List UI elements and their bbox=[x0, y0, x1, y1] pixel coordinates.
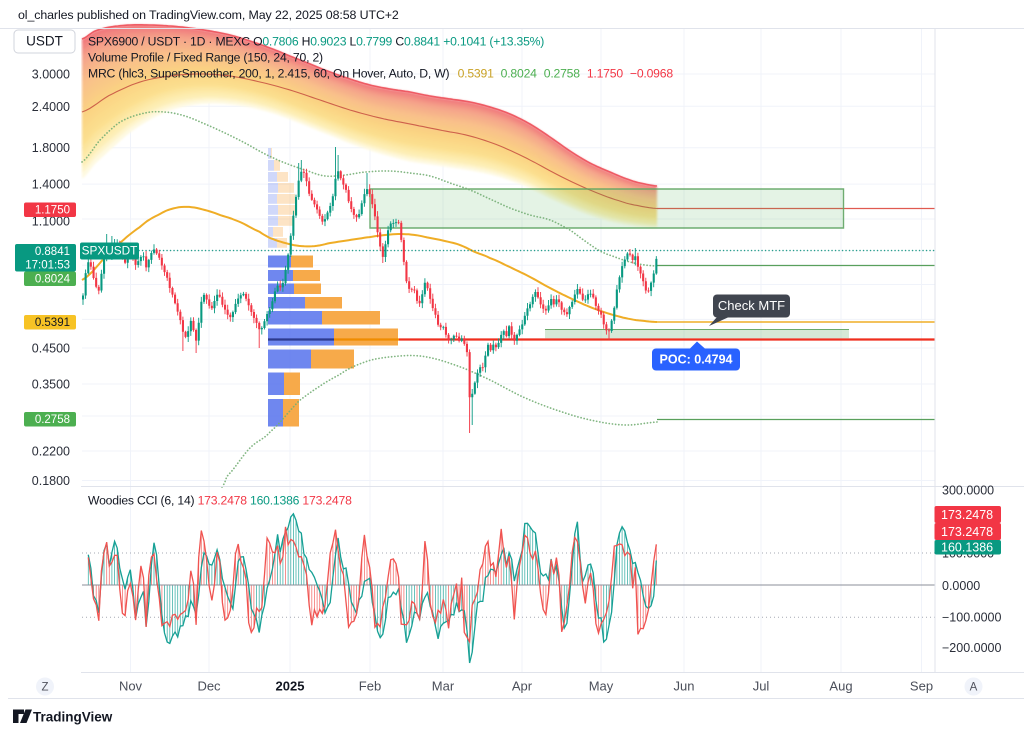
svg-text:Nov: Nov bbox=[119, 679, 143, 694]
svg-text:TradingView: TradingView bbox=[33, 710, 113, 725]
svg-text:SPX6900 / USDT · 1D · MEXC O0.: SPX6900 / USDT · 1D · MEXC O0.7806 H0.90… bbox=[88, 35, 544, 49]
svg-text:0.8841: 0.8841 bbox=[35, 246, 70, 258]
svg-text:Z: Z bbox=[41, 682, 48, 694]
svg-text:0.5391: 0.5391 bbox=[35, 317, 70, 329]
svg-text:0.8024: 0.8024 bbox=[35, 274, 71, 286]
svg-text:0.3500: 0.3500 bbox=[32, 378, 70, 392]
svg-text:1.8000: 1.8000 bbox=[32, 141, 70, 155]
svg-text:−200.0000: −200.0000 bbox=[942, 641, 1001, 655]
svg-text:17:01:53: 17:01:53 bbox=[25, 260, 70, 272]
svg-text:300.0000: 300.0000 bbox=[942, 484, 994, 498]
svg-text:173.2478: 173.2478 bbox=[941, 525, 993, 539]
svg-text:SPXUSDT: SPXUSDT bbox=[82, 244, 138, 258]
svg-text:Volume Profile / Fixed Range (: Volume Profile / Fixed Range (150, 24, 7… bbox=[88, 51, 323, 65]
svg-text:A: A bbox=[970, 682, 978, 694]
svg-text:POC: 0.4794: POC: 0.4794 bbox=[660, 353, 733, 367]
svg-text:Dec: Dec bbox=[197, 679, 221, 694]
svg-text:3.0000: 3.0000 bbox=[32, 68, 70, 82]
svg-text:ol_charles published on Tradin: ol_charles published on TradingView.com,… bbox=[18, 8, 399, 22]
svg-text:0.0000: 0.0000 bbox=[942, 579, 980, 593]
svg-text:Feb: Feb bbox=[359, 679, 381, 694]
svg-text:0.1800: 0.1800 bbox=[32, 474, 70, 488]
svg-text:Check MTF: Check MTF bbox=[718, 298, 785, 313]
svg-text:−100.0000: −100.0000 bbox=[942, 611, 1001, 625]
svg-text:Aug: Aug bbox=[829, 679, 852, 694]
svg-text:0.4500: 0.4500 bbox=[32, 342, 70, 356]
svg-text:2.4000: 2.4000 bbox=[32, 100, 70, 114]
svg-text:Sep: Sep bbox=[910, 679, 933, 694]
svg-text:1.1000: 1.1000 bbox=[32, 215, 70, 229]
svg-text:160.1386: 160.1386 bbox=[941, 541, 993, 555]
svg-text:USDT: USDT bbox=[26, 34, 63, 49]
svg-text:173.2478: 173.2478 bbox=[941, 508, 993, 522]
svg-text:Apr: Apr bbox=[512, 679, 533, 694]
svg-text:Mar: Mar bbox=[432, 679, 455, 694]
svg-text:2025: 2025 bbox=[276, 679, 305, 694]
svg-text:Woodies CCI (6, 14) 173.2478 1: Woodies CCI (6, 14) 173.2478 160.1386 17… bbox=[88, 494, 352, 508]
svg-text:0.2200: 0.2200 bbox=[32, 445, 70, 459]
svg-text:Jul: Jul bbox=[753, 679, 770, 694]
svg-text:1.1750: 1.1750 bbox=[35, 205, 70, 217]
svg-text:1.4000: 1.4000 bbox=[32, 178, 70, 192]
svg-text:Jun: Jun bbox=[674, 679, 695, 694]
svg-text:MRC (hlc3, SuperSmoother, 200,: MRC (hlc3, SuperSmoother, 200, 1, 2.415,… bbox=[88, 67, 673, 81]
svg-text:0.2758: 0.2758 bbox=[35, 414, 70, 426]
svg-text:May: May bbox=[589, 679, 614, 694]
